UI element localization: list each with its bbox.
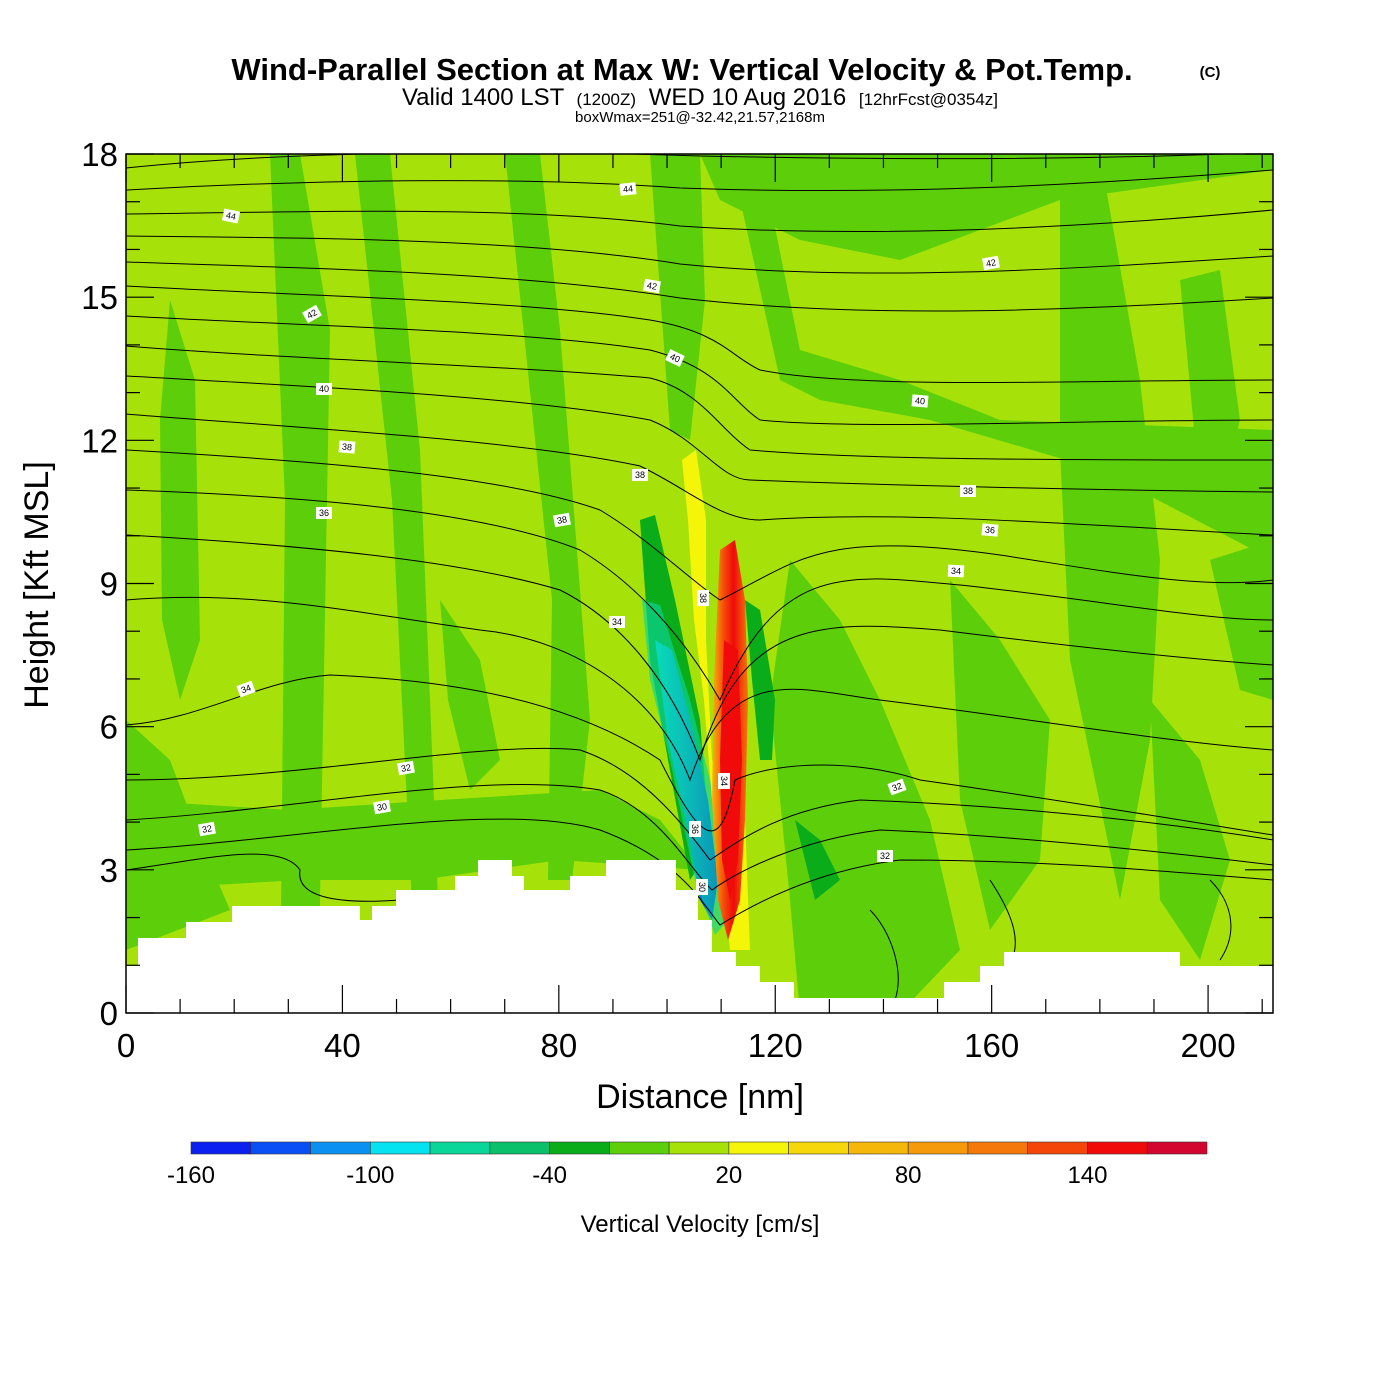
y-tick-label: 6 <box>100 709 118 746</box>
contour-label: 36 <box>985 525 996 536</box>
contour-label: 44 <box>622 184 633 195</box>
contour-label: 32 <box>400 762 412 774</box>
contour-label: 34 <box>951 566 962 577</box>
colorbar-tick-label: -40 <box>532 1162 567 1189</box>
colorbar-swatch <box>1087 1141 1148 1155</box>
contour-label: 30 <box>697 882 707 892</box>
contour-label: 36 <box>319 508 329 518</box>
colorbar-swatch <box>848 1141 909 1155</box>
contour-label: 30 <box>376 801 388 813</box>
colorbar-tick-label: -100 <box>346 1162 394 1189</box>
colorbar-swatch <box>429 1141 491 1155</box>
contour-label: 34 <box>719 776 729 786</box>
chart-subtitle-2: boxWmax=251@-32.42,21.57,2168m <box>575 109 825 126</box>
contour-label: 42 <box>646 280 658 292</box>
colorbar: -160 -100 -40 20 80 140 <box>167 1141 1208 1189</box>
colorbar-swatch <box>310 1141 371 1155</box>
x-tick-label: 40 <box>324 1027 361 1064</box>
contour-label: 38 <box>963 486 973 496</box>
x-tick-label: 200 <box>1181 1027 1236 1064</box>
x-tick-label: 80 <box>540 1027 577 1064</box>
contour-label: 34 <box>612 617 622 627</box>
contour-label: 32 <box>880 851 890 861</box>
contour-label: 38 <box>635 470 645 480</box>
contour-label: 34 <box>240 683 253 696</box>
colorbar-swatch <box>907 1141 969 1155</box>
contour-label: 40 <box>915 396 926 407</box>
colorbar-tick-label: -160 <box>167 1162 215 1189</box>
contour-label: 42 <box>305 307 319 321</box>
colorbar-swatch <box>369 1141 431 1155</box>
y-tick-label: 18 <box>81 136 118 173</box>
colorbar-tick-label: 20 <box>716 1162 743 1189</box>
contour-label: 32 <box>201 823 213 835</box>
y-tick-label: 15 <box>81 279 118 316</box>
contour-label: 38 <box>698 593 708 603</box>
y-tick-label: 9 <box>100 566 118 603</box>
contour-label: 40 <box>319 384 329 394</box>
colorbar-label: Vertical Velocity [cm/s] <box>581 1211 820 1238</box>
theta-contours <box>126 154 1273 1001</box>
contour-label: 32 <box>891 781 904 794</box>
x-tick-label: 0 <box>117 1027 135 1064</box>
terrain <box>126 860 1273 1013</box>
plot-area: 44 44 42 42 42 40 40 40 38 38 38 38 38 3… <box>126 154 1273 1013</box>
colorbar-swatch <box>967 1141 1029 1155</box>
colorbar-tick-label: 80 <box>895 1162 922 1189</box>
colorbar-swatch <box>1027 1141 1088 1155</box>
colorbar-swatch <box>728 1141 789 1155</box>
y-axis-label: Height [Kft MSL] <box>18 461 56 709</box>
colorbar-swatch <box>190 1141 252 1155</box>
contour-label: 40 <box>668 351 681 364</box>
updraft-max <box>720 640 742 900</box>
colorbar-swatch <box>788 1141 849 1155</box>
y-tick-label: 12 <box>81 422 118 459</box>
colorbar-swatch <box>609 1141 670 1155</box>
title-mark: (C) <box>1200 64 1221 81</box>
colorbar-swatch <box>489 1141 550 1155</box>
x-tick-label: 160 <box>964 1027 1019 1064</box>
x-axis-label: Distance [nm] <box>596 1078 804 1116</box>
contour-label: 36 <box>690 824 700 834</box>
chart-title: Wind-Parallel Section at Max W: Vertical… <box>231 52 1132 87</box>
x-axis: 0 40 80 120 160 200 <box>117 154 1263 1064</box>
colorbar-swatch <box>250 1141 311 1155</box>
contour-labels: 44 44 42 42 42 40 40 40 38 38 38 38 38 3… <box>198 182 1000 895</box>
x-tick-label: 120 <box>748 1027 803 1064</box>
weak-sink-bands <box>126 154 1273 1013</box>
chart-subtitle: Valid 1400 LST (1200Z) WED 10 Aug 2016 [… <box>402 84 998 111</box>
contour-label: 44 <box>225 210 237 222</box>
colorbar-swatch <box>668 1141 730 1155</box>
contour-label: 42 <box>985 257 997 269</box>
y-tick-label: 3 <box>100 852 118 889</box>
colorbar-tick-label: 140 <box>1067 1162 1107 1189</box>
contour-label: 38 <box>556 514 568 526</box>
colorbar-swatch <box>1146 1141 1208 1155</box>
colorbar-swatch <box>549 1141 610 1155</box>
y-tick-label: 0 <box>100 995 118 1032</box>
contour-label: 38 <box>342 442 353 453</box>
